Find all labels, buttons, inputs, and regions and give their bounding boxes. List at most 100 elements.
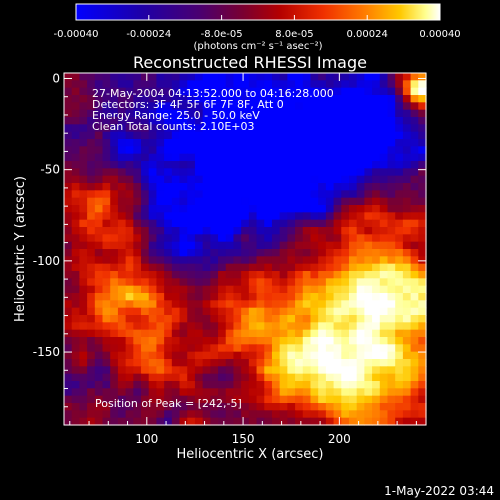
heatmap-cell <box>348 403 358 411</box>
heatmap-cell <box>187 417 196 426</box>
heatmap-cell <box>210 322 219 331</box>
heatmap-cell <box>148 183 158 191</box>
x-tick-label: 100 <box>135 432 158 446</box>
heatmap-cell <box>341 315 350 323</box>
heatmap-cell <box>187 168 196 177</box>
heatmap-cell <box>94 366 104 375</box>
heatmap-cell <box>164 395 173 404</box>
heatmap-cell <box>341 285 350 294</box>
heatmap-cell <box>64 285 73 294</box>
heatmap-cell <box>133 131 142 140</box>
heatmap-cell <box>295 337 304 345</box>
heatmap-cell <box>71 131 80 140</box>
heatmap-cell <box>171 329 181 338</box>
heatmap-cell <box>341 344 350 353</box>
heatmap-cell <box>256 153 265 162</box>
heatmap-cell <box>395 307 404 316</box>
heatmap-cell <box>179 73 188 81</box>
heatmap-cell <box>210 410 219 419</box>
heatmap-cell <box>395 344 404 353</box>
heatmap-cell <box>302 359 312 367</box>
heatmap-cell <box>94 351 104 360</box>
heatmap-cell <box>271 373 281 382</box>
heatmap-cell <box>79 161 88 169</box>
heatmap-cell <box>264 168 273 177</box>
heatmap-cell <box>218 153 227 162</box>
heatmap-cell <box>187 190 196 199</box>
heatmap-cell <box>279 410 288 419</box>
heatmap-cell <box>133 373 142 382</box>
heatmap-cell <box>356 344 365 353</box>
heatmap-cell <box>333 117 342 125</box>
heatmap-cell <box>141 403 150 411</box>
heatmap-cell <box>271 227 281 235</box>
heatmap-cell <box>141 263 150 272</box>
heatmap-cell <box>410 315 419 323</box>
heatmap-cell <box>94 139 104 147</box>
heatmap-cell <box>287 227 296 235</box>
heatmap-cell <box>264 109 273 118</box>
heatmap-cell <box>171 293 181 301</box>
heatmap-cell <box>94 80 104 89</box>
heatmap-cell <box>171 359 181 367</box>
heatmap-cell <box>402 190 412 199</box>
heatmap-cell <box>402 219 412 228</box>
heatmap-cell <box>233 234 242 243</box>
heatmap-cell <box>356 212 365 221</box>
heatmap-cell <box>341 95 350 103</box>
heatmap-cell <box>225 234 235 243</box>
heatmap-cell <box>302 146 312 155</box>
heatmap-cell <box>256 80 265 89</box>
heatmap-cell <box>141 73 150 81</box>
heatmap-cell <box>141 139 150 147</box>
heatmap-cell <box>202 366 211 375</box>
heatmap-cell <box>64 395 73 404</box>
heatmap-cell <box>210 234 219 243</box>
heatmap-cell <box>302 212 312 221</box>
heatmap-cell <box>387 234 396 243</box>
heatmap-cell <box>348 285 358 294</box>
heatmap-cell <box>402 417 412 426</box>
heatmap-cell <box>418 293 427 301</box>
heatmap-cell <box>325 344 335 353</box>
heatmap-cell <box>187 403 196 411</box>
heatmap-cell <box>225 307 235 316</box>
heatmap-cell <box>271 175 281 184</box>
heatmap-cell <box>233 410 242 419</box>
heatmap-cell <box>133 205 142 213</box>
heatmap-cell <box>141 285 150 294</box>
heatmap-cell <box>279 241 288 250</box>
heatmap-cell <box>210 315 219 323</box>
heatmap-cell <box>187 95 196 103</box>
heatmap-cell <box>302 263 312 272</box>
heatmap-cell <box>395 175 404 184</box>
heatmap-cell <box>302 381 312 389</box>
heatmap-cell <box>148 285 158 294</box>
heatmap-cell <box>187 315 196 323</box>
heatmap-cell <box>141 366 150 375</box>
heatmap-cell <box>71 285 80 294</box>
heatmap-cell <box>287 109 296 118</box>
heatmap-cell <box>256 168 265 177</box>
heatmap-cell <box>125 388 134 397</box>
heatmap-cell <box>248 227 258 235</box>
heatmap-cell <box>302 388 312 397</box>
heatmap-cell <box>117 278 127 287</box>
heatmap-cell <box>387 271 396 279</box>
heatmap-cell <box>379 395 389 404</box>
heatmap-cell <box>156 315 165 323</box>
heatmap-cell <box>248 381 258 389</box>
heatmap-cell <box>233 263 242 272</box>
heatmap-cell <box>264 95 273 103</box>
heatmap-cell <box>395 271 404 279</box>
heatmap-cell <box>395 219 404 228</box>
heatmap-cell <box>233 322 242 331</box>
heatmap-cell <box>102 359 111 367</box>
heatmap-cell <box>387 256 396 265</box>
heatmap-cell <box>94 175 104 184</box>
heatmap-cell <box>410 73 419 81</box>
heatmap-cell <box>271 249 281 257</box>
heatmap-cell <box>418 395 427 404</box>
heatmap-cell <box>287 351 296 360</box>
